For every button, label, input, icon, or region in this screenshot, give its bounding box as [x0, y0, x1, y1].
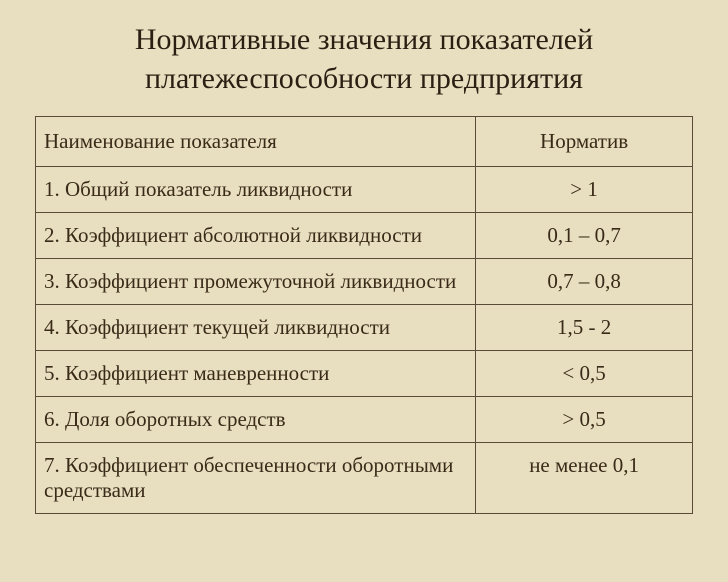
table-row: 5. Коэффициент маневренности < 0,5: [36, 351, 693, 397]
indicators-table: Наименование показателя Норматив 1. Общи…: [35, 116, 693, 514]
cell-norm: 0,7 – 0,8: [476, 259, 693, 305]
table-row: 3. Коэффициент промежуточной ликвидности…: [36, 259, 693, 305]
table-row: 2. Коэффициент абсолютной ликвидности 0,…: [36, 213, 693, 259]
header-norm: Норматив: [476, 117, 693, 167]
slide-title: Нормативные значения показателей платеже…: [35, 20, 693, 98]
cell-name: 3. Коэффициент промежуточной ликвидности: [36, 259, 476, 305]
cell-name: 5. Коэффициент маневренности: [36, 351, 476, 397]
cell-name: 4. Коэффициент текущей ликвидности: [36, 305, 476, 351]
header-name: Наименование показателя: [36, 117, 476, 167]
cell-name: 7. Коэффициент обеспеченности оборотными…: [36, 443, 476, 514]
cell-norm: > 0,5: [476, 397, 693, 443]
cell-norm: > 1: [476, 167, 693, 213]
table-header-row: Наименование показателя Норматив: [36, 117, 693, 167]
cell-norm: не менее 0,1: [476, 443, 693, 514]
cell-norm: 1,5 - 2: [476, 305, 693, 351]
table-row: 7. Коэффициент обеспеченности оборотными…: [36, 443, 693, 514]
table-row: 1. Общий показатель ликвидности > 1: [36, 167, 693, 213]
cell-norm: < 0,5: [476, 351, 693, 397]
table-row: 4. Коэффициент текущей ликвидности 1,5 -…: [36, 305, 693, 351]
cell-name: 2. Коэффициент абсолютной ликвидности: [36, 213, 476, 259]
table-row: 6. Доля оборотных средств > 0,5: [36, 397, 693, 443]
cell-name: 6. Доля оборотных средств: [36, 397, 476, 443]
cell-norm: 0,1 – 0,7: [476, 213, 693, 259]
cell-name: 1. Общий показатель ликвидности: [36, 167, 476, 213]
